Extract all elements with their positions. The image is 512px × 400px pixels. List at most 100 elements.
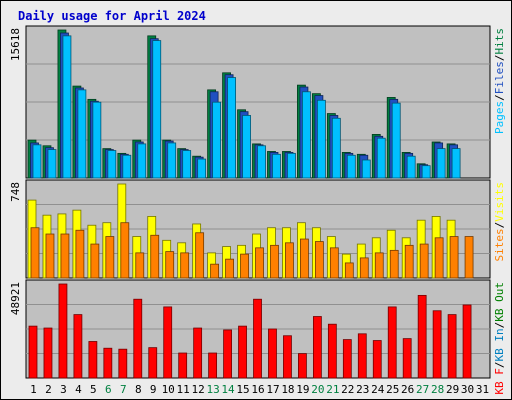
bar-sites-day-3	[60, 233, 70, 279]
bar-pages-day-24	[376, 137, 386, 179]
day-label-17: 17	[266, 383, 279, 396]
bar-kbf-day-22	[342, 339, 352, 379]
day-label-25: 25	[386, 383, 399, 396]
day-label-2: 2	[45, 383, 52, 396]
day-label-11: 11	[177, 383, 190, 396]
legend-entry: Hits	[493, 28, 506, 55]
bar-pages-day-19	[302, 91, 311, 179]
bar-kbf-day-5	[88, 341, 98, 379]
bar-kbf-day-1	[28, 325, 38, 379]
panel-legend: KB F/KB In/KB Out	[493, 282, 506, 395]
bar-kbf-day-27	[417, 294, 427, 379]
legend-separator: /	[493, 362, 506, 369]
panel-kb: 4 89 21 KB F/KB In/KB Out	[9, 279, 506, 395]
bar-pages-day-7	[122, 154, 132, 179]
ymax-label: 15618	[9, 28, 22, 61]
bar-pages-day-29	[451, 148, 461, 179]
bar-kbf-day-9	[148, 347, 158, 379]
legend-separator: /	[493, 322, 506, 329]
bar-sites-day-21	[329, 247, 339, 279]
bar-sites-day-17	[270, 244, 279, 279]
bar-kbf-day-2	[43, 327, 53, 379]
legend-entry: KB Out	[493, 282, 506, 322]
bar-kbf-day-14	[223, 329, 232, 379]
bar-kbf-day-13	[208, 352, 218, 379]
bar-pages-day-2	[47, 149, 57, 179]
ymax-label: 748	[9, 182, 22, 202]
legend-entry: Visits	[493, 182, 506, 222]
bar-kbf-day-19	[298, 353, 307, 379]
bar-sites-day-16	[255, 247, 264, 279]
bar-kbf-day-10	[163, 306, 173, 379]
bar-pages-day-20	[316, 99, 326, 179]
bar-sites-day-19	[300, 238, 309, 279]
day-label-31: 31	[476, 383, 489, 396]
day-label-9: 9	[150, 383, 157, 396]
bar-pages-day-3	[62, 35, 72, 179]
bar-sites-day-9	[150, 234, 160, 279]
day-label-12: 12	[192, 383, 205, 396]
day-label-7: 7	[120, 383, 127, 396]
bar-sites-day-28	[434, 237, 444, 279]
bar-kbf-day-24	[372, 340, 382, 379]
bar-sites-day-20	[314, 241, 324, 279]
day-label-6: 6	[105, 383, 112, 396]
legend-entry: KB F	[493, 368, 506, 395]
bar-kbf-day-20	[312, 316, 322, 379]
bar-sites-day-12	[195, 232, 205, 279]
bar-sites-day-7	[120, 222, 130, 279]
legend-entry: Sites	[493, 228, 506, 261]
day-label-29: 29	[446, 383, 459, 396]
bar-pages-day-26	[406, 155, 416, 179]
bar-sites-day-4	[75, 229, 85, 279]
day-label-4: 4	[75, 383, 82, 396]
bar-sites-day-8	[135, 252, 145, 279]
bar-kbf-day-25	[387, 306, 397, 379]
bar-kbf-day-21	[327, 323, 337, 379]
bar-pages-day-1	[32, 144, 42, 179]
bar-pages-day-15	[242, 115, 251, 179]
bar-kbf-day-17	[268, 328, 277, 379]
day-label-8: 8	[135, 383, 142, 396]
day-label-21: 21	[326, 383, 339, 396]
bar-pages-day-27	[421, 165, 431, 179]
day-label-3: 3	[60, 383, 67, 396]
bar-pages-day-23	[361, 159, 371, 179]
bar-pages-day-6	[107, 150, 117, 179]
legend-separator: /	[493, 94, 506, 101]
panel-visits-sites: 748 Sites/Visits	[9, 179, 506, 279]
bar-sites-day-18	[285, 242, 294, 279]
bar-pages-day-28	[436, 148, 446, 179]
bar-kbf-day-7	[118, 348, 128, 379]
day-label-1: 1	[30, 383, 37, 396]
day-label-19: 19	[296, 383, 309, 396]
panel-legend: Pages/Files/Hits	[493, 28, 506, 134]
bar-sites-day-2	[45, 233, 55, 279]
day-label-15: 15	[236, 383, 249, 396]
bar-pages-day-11	[182, 150, 192, 179]
bar-pages-day-13	[212, 101, 222, 179]
bar-pages-day-17	[272, 153, 281, 179]
bar-sites-day-10	[165, 251, 175, 279]
day-labels: 1 2 3 4 5 6 7 8 9 10 11 12 13 14 15 16 17 18 19 20 21 22 23 24 2…	[30, 383, 489, 396]
day-label-27: 27	[416, 383, 429, 396]
bar-kbf-day-18	[283, 335, 292, 379]
bar-pages-day-8	[137, 143, 147, 179]
day-label-16: 16	[251, 383, 264, 396]
bar-sites-day-27	[419, 243, 429, 279]
bar-sites-day-6	[105, 236, 115, 279]
bar-sites-day-29	[449, 236, 459, 279]
bar-sites-day-11	[180, 252, 190, 279]
day-label-13: 13	[206, 383, 219, 396]
bar-pages-day-22	[346, 154, 356, 179]
bar-pages-day-18	[287, 152, 296, 179]
bar-pages-day-9	[152, 40, 162, 179]
bar-pages-day-4	[77, 89, 87, 179]
bar-sites-day-30	[464, 236, 474, 279]
day-label-24: 24	[371, 383, 385, 396]
legend-entry: Files	[493, 61, 506, 94]
day-label-26: 26	[401, 383, 414, 396]
bar-sites-day-13	[210, 263, 220, 279]
day-label-28: 28	[431, 383, 444, 396]
